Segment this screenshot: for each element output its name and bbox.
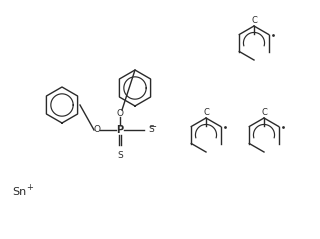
Text: P: P [116, 125, 124, 135]
Text: O: O [93, 125, 100, 135]
Text: +: + [26, 184, 33, 192]
Text: C: C [251, 16, 257, 25]
Text: S: S [148, 125, 154, 135]
Text: O: O [116, 109, 124, 118]
Text: C: C [203, 108, 209, 117]
Text: Sn: Sn [12, 187, 26, 197]
Text: C: C [261, 108, 267, 117]
Text: −: − [149, 122, 157, 132]
Text: S: S [117, 151, 123, 160]
